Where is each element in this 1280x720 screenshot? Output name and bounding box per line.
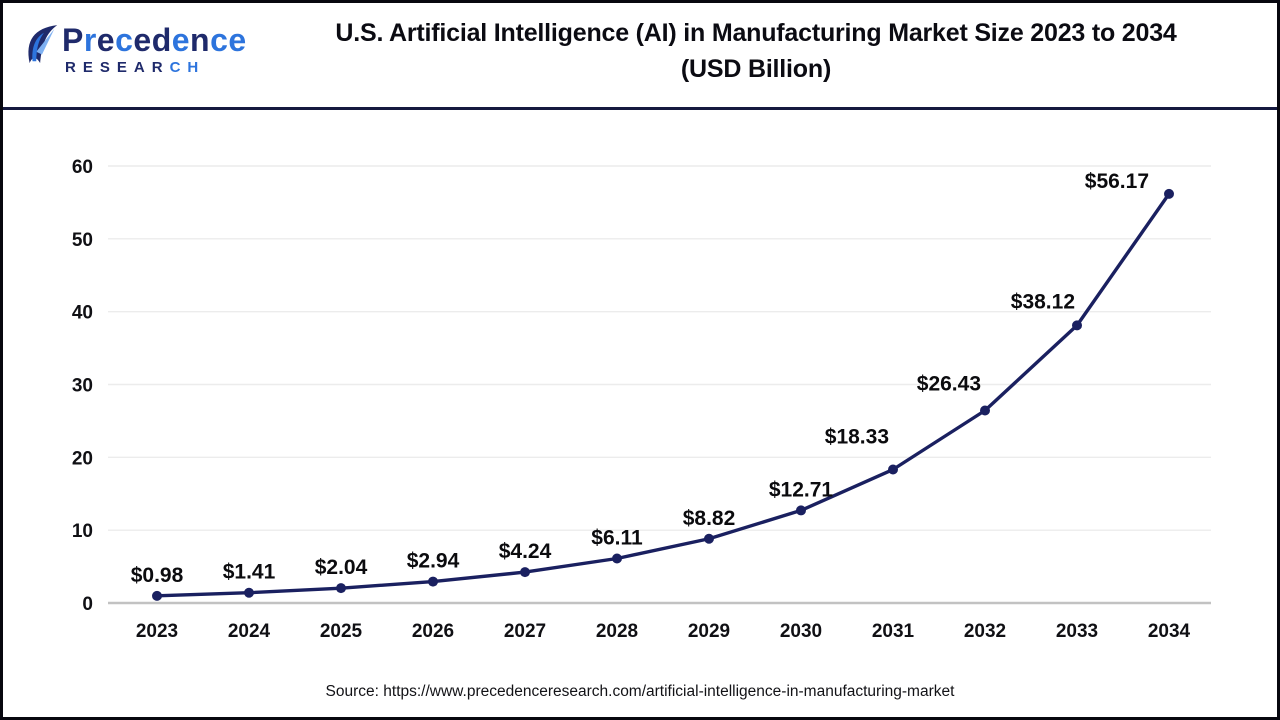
x-axis-label: 2030 xyxy=(780,621,822,642)
x-axis-label: 2033 xyxy=(1056,621,1098,642)
brand-name: Precedence xyxy=(62,23,247,57)
data-point xyxy=(1164,188,1174,199)
data-label: $6.11 xyxy=(591,526,643,549)
x-axis-label: 2023 xyxy=(136,621,178,642)
brand-letter: e xyxy=(96,22,116,58)
chart-title-line1: U.S. Artificial Intelligence (AI) in Man… xyxy=(335,19,1177,47)
x-axis-label: 2031 xyxy=(872,621,915,642)
data-point xyxy=(612,553,622,564)
y-axis-label: 0 xyxy=(82,594,93,615)
source-text: Source: https://www.precedenceresearch.c… xyxy=(325,683,955,700)
data-point xyxy=(796,505,806,516)
data-label: $0.98 xyxy=(131,564,184,587)
data-point xyxy=(980,405,990,416)
x-axis-label: 2032 xyxy=(964,621,1006,642)
brand-letter: e xyxy=(133,22,152,58)
data-point xyxy=(1072,320,1082,331)
brand-letter: C xyxy=(169,59,188,76)
y-axis-label: 50 xyxy=(72,230,93,251)
data-label: $1.41 xyxy=(223,561,276,584)
x-axis-label: 2026 xyxy=(412,621,454,642)
y-axis-label: 10 xyxy=(72,521,93,542)
brand-letter: c xyxy=(115,22,134,58)
chart-title-line2: (USD Billion) xyxy=(680,55,832,83)
data-point xyxy=(704,533,714,544)
data-label: $38.12 xyxy=(1011,290,1075,313)
x-axis-label: 2028 xyxy=(596,621,638,642)
data-label: $8.82 xyxy=(683,507,736,530)
data-label: $56.17 xyxy=(1085,170,1149,193)
data-point xyxy=(336,583,346,594)
x-axis-label: 2025 xyxy=(320,621,363,642)
data-label: $4.24 xyxy=(499,540,552,563)
brand-leaf-icon xyxy=(28,25,58,64)
y-axis-label: 60 xyxy=(72,157,93,178)
data-label: $2.04 xyxy=(315,556,368,579)
brand-letter: E xyxy=(116,59,134,76)
series-line xyxy=(155,192,1171,598)
y-axis-label: 30 xyxy=(72,376,93,397)
y-axis-label: 40 xyxy=(72,303,93,324)
data-point xyxy=(244,587,254,598)
brand-letter: e xyxy=(228,22,247,58)
data-label: $26.43 xyxy=(917,373,981,396)
brand-letter: c xyxy=(210,22,229,58)
brand-letter: A xyxy=(133,59,152,76)
brand-subtitle: RESEARCH xyxy=(65,59,247,76)
data-point xyxy=(428,576,438,587)
brand-letter: E xyxy=(82,59,100,76)
x-axis-label: 2027 xyxy=(504,621,546,642)
data-label: $18.33 xyxy=(825,425,889,448)
brand-letter: n xyxy=(190,22,211,58)
data-label: $2.94 xyxy=(407,550,460,573)
brand-logo: Precedence RESEARCH xyxy=(3,3,255,76)
brand-letter: S xyxy=(99,59,117,76)
y-axis-label: 20 xyxy=(72,448,93,469)
header: Precedence RESEARCH U.S. Artificial Inte… xyxy=(3,3,1277,107)
brand-letter: P xyxy=(62,22,84,58)
brand-letter: r xyxy=(83,22,97,58)
x-axis-label: 2034 xyxy=(1148,621,1191,642)
x-axis-label: 2024 xyxy=(228,621,271,642)
brand-letter: H xyxy=(187,59,206,76)
data-point xyxy=(888,464,898,475)
brand-letter: e xyxy=(171,22,191,58)
header-divider xyxy=(3,107,1277,110)
x-axis-label: 2029 xyxy=(688,621,730,642)
data-point xyxy=(152,590,162,601)
brand-letter: d xyxy=(151,22,172,58)
chart-title: U.S. Artificial Intelligence (AI) in Man… xyxy=(255,3,1277,87)
data-label: $12.71 xyxy=(769,478,834,501)
brand-letter: R xyxy=(65,59,83,76)
data-point xyxy=(520,567,530,578)
brand-letter: R xyxy=(151,59,170,76)
